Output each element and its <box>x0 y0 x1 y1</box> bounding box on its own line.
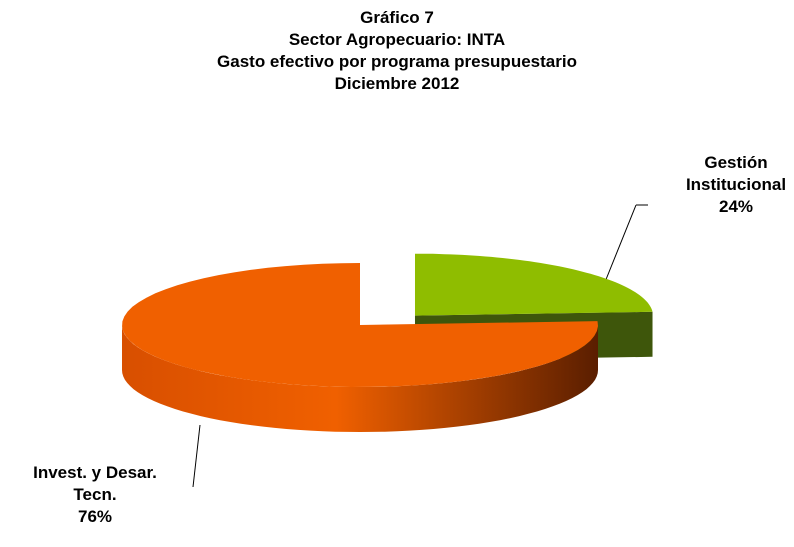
value-label: 76% <box>77 507 113 526</box>
chart-title: Gráfico 7 <box>360 8 434 27</box>
data-label: Gestión Institucional 24% <box>680 152 792 218</box>
slice-label: Gestión Institucional <box>685 153 787 194</box>
leader-line <box>604 204 637 283</box>
pie-slice <box>414 253 653 316</box>
slice-label: Invest. y Desar. Tecn. <box>33 463 157 504</box>
chart-title: Gasto efectivo por programa presupuestar… <box>217 52 577 71</box>
chart-title: Sector Agropecuario: INTA <box>288 30 506 49</box>
value-label: 24% <box>718 197 754 216</box>
leader-line <box>192 424 201 488</box>
pie-slice <box>122 263 598 387</box>
data-label: Invest. y Desar. Tecn. 76% <box>20 462 170 528</box>
slice-side <box>122 325 598 432</box>
chart-title: Diciembre 2012 <box>334 74 460 93</box>
